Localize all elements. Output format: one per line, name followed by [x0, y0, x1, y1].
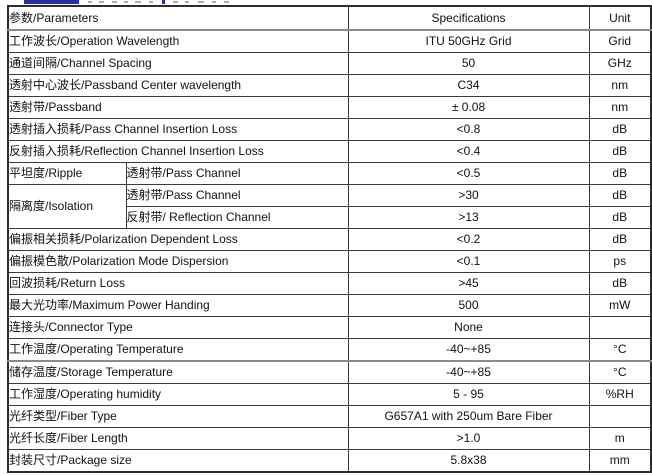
spec-value-cell: 50	[347, 52, 590, 75]
table-row: 透射带/Passband ± 0.08 nm	[7, 96, 652, 119]
spec-value-cell: >1.0	[347, 427, 590, 450]
param-cell: 连接头/Connector Type	[7, 316, 349, 339]
unit-cell: ps	[588, 250, 652, 273]
table-row: 光纤类型/Fiber Type G657A1 with 250um Bare Fi…	[7, 405, 652, 428]
table-row: 偏振相关损耗/Polarization Dependent Loss <0.2 dB	[7, 228, 652, 251]
spec-table: 参数/Parameters Specifications Unit 工作波长/O…	[7, 5, 652, 473]
unit-cell: nm	[588, 96, 652, 119]
table-row: 回波损耗/Return Loss >45 dB	[7, 272, 652, 295]
unit-cell: Grid	[588, 29, 652, 53]
param-cell: 工作温度/Operating Temperature	[7, 338, 349, 362]
unit-cell: GHz	[588, 52, 652, 75]
param-cell: 通道间隔/Channel Spacing	[7, 52, 349, 75]
spec-value-cell: <0.8	[347, 118, 590, 141]
table-row: 工作湿度/Operating humidity 5 - 95 %RH	[7, 383, 652, 406]
cropped-heading-remnant	[24, 0, 239, 4]
param-cell: 封装尺寸/Package size	[7, 449, 349, 473]
param-cell: 储存温度/Storage Temperature	[7, 360, 349, 384]
unit-cell	[588, 316, 652, 339]
spec-value-cell: <0.1	[347, 250, 590, 273]
spec-value-cell: C34	[347, 74, 590, 97]
unit-cell: dB	[588, 184, 652, 207]
unit-cell: dB	[588, 228, 652, 251]
table-row: 透射中心波长/Passband Center wavelength C34 nm	[7, 74, 652, 97]
spec-value-cell: -40~+85	[347, 360, 590, 384]
unit-cell: mm	[588, 449, 652, 473]
unit-cell	[588, 405, 652, 428]
unit-cell: m	[588, 427, 652, 450]
table-row: 储存温度/Storage Temperature -40~+85 °C	[7, 360, 652, 384]
param-cell: 反射插入损耗/Reflection Channel Insertion Loss	[7, 140, 349, 163]
spec-value-cell: 5 - 95	[347, 383, 590, 406]
unit-cell: dB	[588, 162, 652, 185]
sub-param-cell: 透射带/Pass Channel	[125, 162, 349, 185]
table-row: 封装尺寸/Package size 5.8x38 mm	[7, 449, 652, 473]
unit-cell: dB	[588, 206, 652, 229]
param-cell: 偏振模色散/Polarization Mode Dispersion	[7, 250, 349, 273]
param-cell: 工作湿度/Operating humidity	[7, 383, 349, 406]
spec-value-cell: >45	[347, 272, 590, 295]
param-cell: 偏振相关损耗/Polarization Dependent Loss	[7, 228, 349, 251]
unit-cell: °C	[588, 360, 652, 384]
table-row: 偏振模色散/Polarization Mode Dispersion <0.1 ps	[7, 250, 652, 273]
table-row: 平坦度/Ripple 透射带/Pass Channel <0.5 dB	[7, 162, 652, 185]
table-row: 隔离度/Isolation 透射带/Pass Channel >30 dB	[7, 184, 652, 229]
spec-value-cell: G657A1 with 250um Bare Fiber	[347, 405, 590, 428]
unit-cell: %RH	[588, 383, 652, 406]
unit-cell: dB	[588, 140, 652, 163]
spec-value-cell: >30	[347, 184, 590, 207]
param-cell: 光纤类型/Fiber Type	[7, 405, 349, 428]
spec-value-cell: ITU 50GHz Grid	[347, 29, 590, 53]
unit-cell: °C	[588, 338, 652, 362]
spec-value-cell: 500	[347, 294, 590, 317]
param-cell: 光纤长度/Fiber Length	[7, 427, 349, 450]
table-row: 光纤长度/Fiber Length >1.0 m	[7, 427, 652, 450]
header-parameters: 参数/Parameters	[7, 5, 349, 31]
spec-value-cell: <0.5	[347, 162, 590, 185]
param-cell: 透射中心波长/Passband Center wavelength	[7, 74, 349, 97]
param-cell: 回波损耗/Return Loss	[7, 272, 349, 295]
spec-value-cell: None	[347, 316, 590, 339]
table-row: 通道间隔/Channel Spacing 50 GHz	[7, 52, 652, 75]
table-row: 工作波长/Operation Wavelength ITU 50GHz Grid G…	[7, 29, 652, 53]
table-row: 最大光功率/Maximum Power Handing 500 mW	[7, 294, 652, 317]
table-row: 透射插入损耗/Pass Channel Insertion Loss <0.8 dB	[7, 118, 652, 141]
spec-value-cell: ± 0.08	[347, 96, 590, 119]
table-row: 反射插入损耗/Reflection Channel Insertion Loss…	[7, 140, 652, 163]
param-cell: 隔离度/Isolation	[7, 184, 127, 229]
unit-cell: nm	[588, 74, 652, 97]
table-row: 连接头/Connector Type None	[7, 316, 652, 339]
spec-table-body: 工作波长/Operation Wavelength ITU 50GHz Grid G…	[7, 29, 652, 473]
table-row: 工作温度/Operating Temperature -40~+85 °C	[7, 338, 652, 362]
unit-cell: mW	[588, 294, 652, 317]
unit-cell: dB	[588, 272, 652, 295]
spec-value-cell: >13	[347, 206, 590, 229]
spec-value-cell: <0.2	[347, 228, 590, 251]
table-header-row: 参数/Parameters Specifications Unit	[7, 5, 652, 31]
spec-value-cell: 5.8x38	[347, 449, 590, 473]
spec-value-cell: -40~+85	[347, 338, 590, 362]
unit-cell: dB	[588, 118, 652, 141]
spec-value-cell: <0.4	[347, 140, 590, 163]
param-cell: 透射插入损耗/Pass Channel Insertion Loss	[7, 118, 349, 141]
sub-param-cell: 反射带/ Reflection Channel	[125, 206, 349, 229]
param-cell: 平坦度/Ripple	[7, 162, 127, 185]
sub-param-cell: 透射带/Pass Channel	[125, 184, 349, 207]
param-cell: 透射带/Passband	[7, 96, 349, 119]
header-unit: Unit	[588, 5, 652, 31]
param-cell: 工作波长/Operation Wavelength	[7, 29, 349, 53]
header-specifications: Specifications	[347, 5, 590, 31]
param-cell: 最大光功率/Maximum Power Handing	[7, 294, 349, 317]
